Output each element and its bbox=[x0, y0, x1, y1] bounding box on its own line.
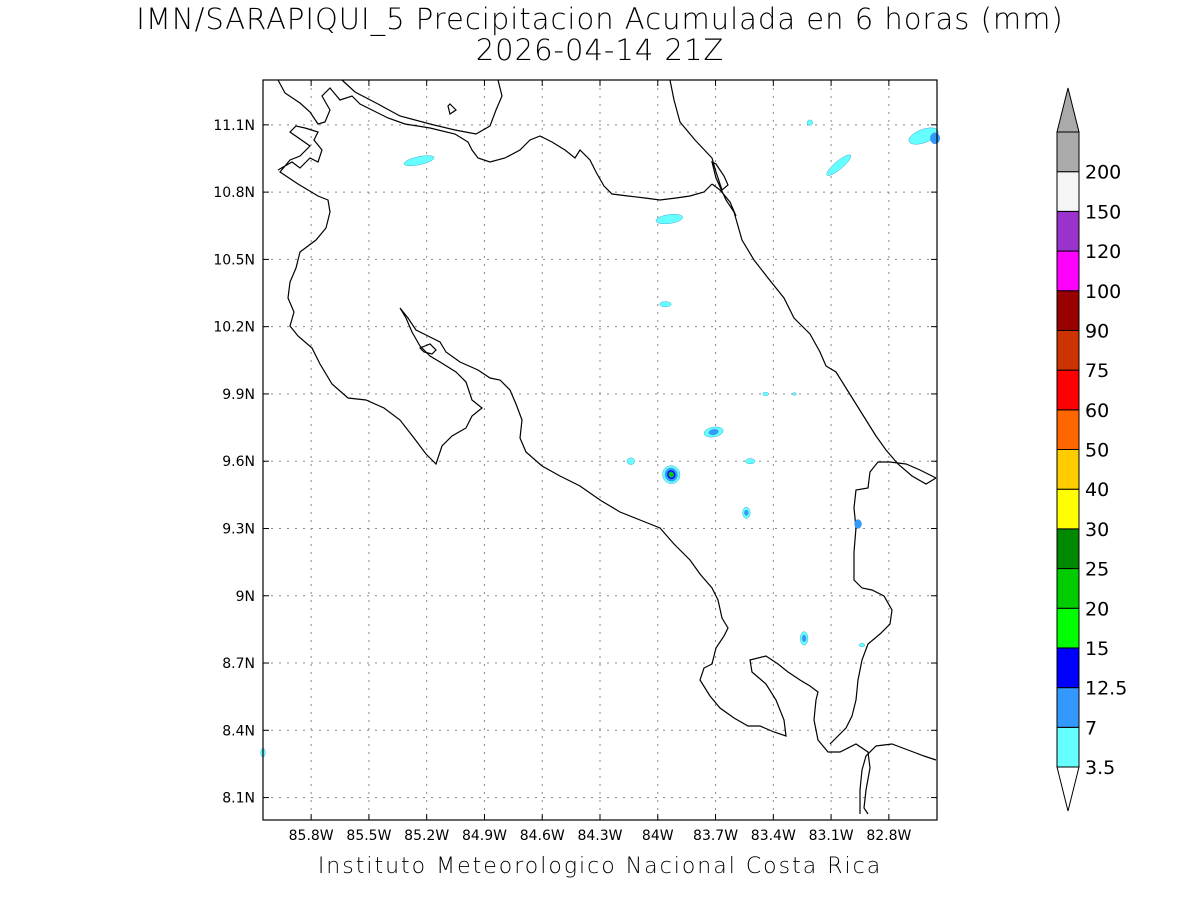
pacific-coast bbox=[277, 125, 871, 815]
footer-credit: Instituto Meteorologico Nacional Costa R… bbox=[317, 854, 883, 879]
precip-cell bbox=[403, 155, 435, 167]
precip-cell bbox=[659, 301, 672, 308]
precip-cell bbox=[792, 392, 797, 396]
colorbar-swatch bbox=[1056, 488, 1080, 530]
axis-ticks: 11.1N 10.8N 10.5N 10.2N 9.9N 9.6N 9.3N 9N 8.7N 8.… bbox=[213, 80, 937, 844]
colorbar-swatch bbox=[1056, 528, 1080, 570]
lon-tick-label: 83.1W bbox=[809, 828, 854, 844]
lat-tick-label: 9.6N bbox=[222, 454, 255, 470]
lon-tick-label: 84W bbox=[642, 828, 674, 844]
precip-cell bbox=[858, 643, 865, 648]
precip-cell bbox=[930, 132, 941, 145]
colorbar-swatch bbox=[1056, 568, 1080, 609]
colorbar-label: 7 bbox=[1085, 717, 1097, 739]
colorbar-label: 150 bbox=[1085, 201, 1121, 223]
precip-cell bbox=[854, 519, 862, 529]
lon-tick-label: 84.3W bbox=[577, 828, 622, 844]
golfo-dulce-coast bbox=[859, 743, 937, 814]
precip-cell bbox=[668, 471, 675, 478]
colorbar-label: 40 bbox=[1085, 479, 1109, 501]
colorbar: 3.5 7 12.5 15 20 25 30 40 50 60 75 90 100 120 150 200 bbox=[1056, 87, 1127, 812]
precip-cell bbox=[826, 154, 852, 176]
lat-tick-label: 9.3N bbox=[222, 521, 255, 537]
lat-tick-label: 10.8N bbox=[213, 185, 255, 201]
lon-tick-label: 84.9W bbox=[462, 828, 507, 844]
precip-cell bbox=[806, 119, 813, 126]
lon-tick-label: 85.5W bbox=[346, 828, 391, 844]
colorbar-label: 60 bbox=[1085, 400, 1109, 422]
colorbar-swatch bbox=[1056, 290, 1080, 331]
colorbar-label: 3.5 bbox=[1085, 757, 1115, 779]
colorbar-label: 75 bbox=[1085, 360, 1109, 382]
lat-tick-label: 8.7N bbox=[222, 656, 255, 672]
lat-tick-label: 8.1N bbox=[222, 791, 255, 807]
precip-cell bbox=[655, 214, 683, 225]
san-juan-border bbox=[711, 183, 737, 217]
lon-tick-label: 85.2W bbox=[404, 828, 449, 844]
precip-cell bbox=[762, 391, 769, 396]
lon-tick-label: 85.8W bbox=[289, 828, 334, 844]
colorbar-over-arrow bbox=[1056, 87, 1080, 133]
colorbar-swatch bbox=[1056, 607, 1080, 649]
colorbar-label: 25 bbox=[1085, 559, 1109, 581]
precip-cell bbox=[708, 429, 719, 436]
lon-tick-label: 82.8W bbox=[866, 828, 911, 844]
colorbar-label: 90 bbox=[1085, 320, 1109, 342]
lat-tick-label: 9.9N bbox=[222, 387, 255, 403]
colorbar-label: 100 bbox=[1085, 281, 1121, 303]
colorbar-swatch bbox=[1056, 250, 1080, 292]
north-shore-line bbox=[341, 79, 503, 135]
precip-cell bbox=[744, 509, 749, 516]
colorbar-label: 200 bbox=[1085, 162, 1121, 184]
lat-tick-label: 10.5N bbox=[213, 252, 255, 268]
colorbar-label: 20 bbox=[1085, 598, 1109, 620]
colorbar-swatch bbox=[1056, 171, 1080, 212]
precip-cell bbox=[745, 458, 756, 465]
panama-border bbox=[829, 461, 937, 745]
colorbar-label: 50 bbox=[1085, 440, 1109, 462]
colorbar-label: 120 bbox=[1085, 241, 1121, 263]
colorbar-label: 15 bbox=[1085, 638, 1109, 660]
colorbar-swatch bbox=[1056, 726, 1080, 768]
north-border-line bbox=[277, 79, 713, 201]
precip-cell bbox=[626, 457, 635, 465]
colorbar-swatch bbox=[1056, 210, 1080, 252]
map-title: IMN/SARAPIQUI_5 Precipitacion Acumulada … bbox=[136, 2, 1064, 36]
colorbar-under-arrow bbox=[1056, 766, 1080, 812]
caribbean-coast bbox=[669, 79, 937, 485]
colorbar-swatch bbox=[1056, 687, 1080, 728]
colorbar-label: 12.5 bbox=[1085, 678, 1127, 700]
lon-tick-label: 83.7W bbox=[693, 828, 738, 844]
colorbar-swatch bbox=[1056, 409, 1080, 450]
colorbar-swatch bbox=[1056, 131, 1080, 173]
lon-tick-label: 84.6W bbox=[520, 828, 565, 844]
precip-cell bbox=[908, 127, 939, 145]
lon-tick-label: 83.4W bbox=[751, 828, 796, 844]
coastline bbox=[277, 79, 937, 815]
precip-cell bbox=[802, 634, 807, 642]
lat-lon-grid bbox=[263, 80, 937, 820]
colorbar-swatch bbox=[1056, 329, 1080, 371]
colorbar-swatch bbox=[1056, 449, 1080, 490]
colorbar-label: 30 bbox=[1085, 519, 1109, 541]
lat-tick-label: 8.4N bbox=[222, 723, 255, 739]
colorbar-swatch bbox=[1056, 647, 1080, 689]
lat-tick-label: 11.1N bbox=[213, 118, 255, 134]
gulf-island bbox=[418, 343, 437, 355]
colorbar-swatch bbox=[1056, 369, 1080, 411]
lat-tick-label: 10.2N bbox=[213, 320, 255, 336]
small-island bbox=[447, 103, 457, 115]
lat-tick-label: 9N bbox=[236, 589, 255, 605]
map-timestamp: 2026-04-14 21Z bbox=[475, 33, 725, 67]
precipitation-cells bbox=[260, 119, 941, 758]
